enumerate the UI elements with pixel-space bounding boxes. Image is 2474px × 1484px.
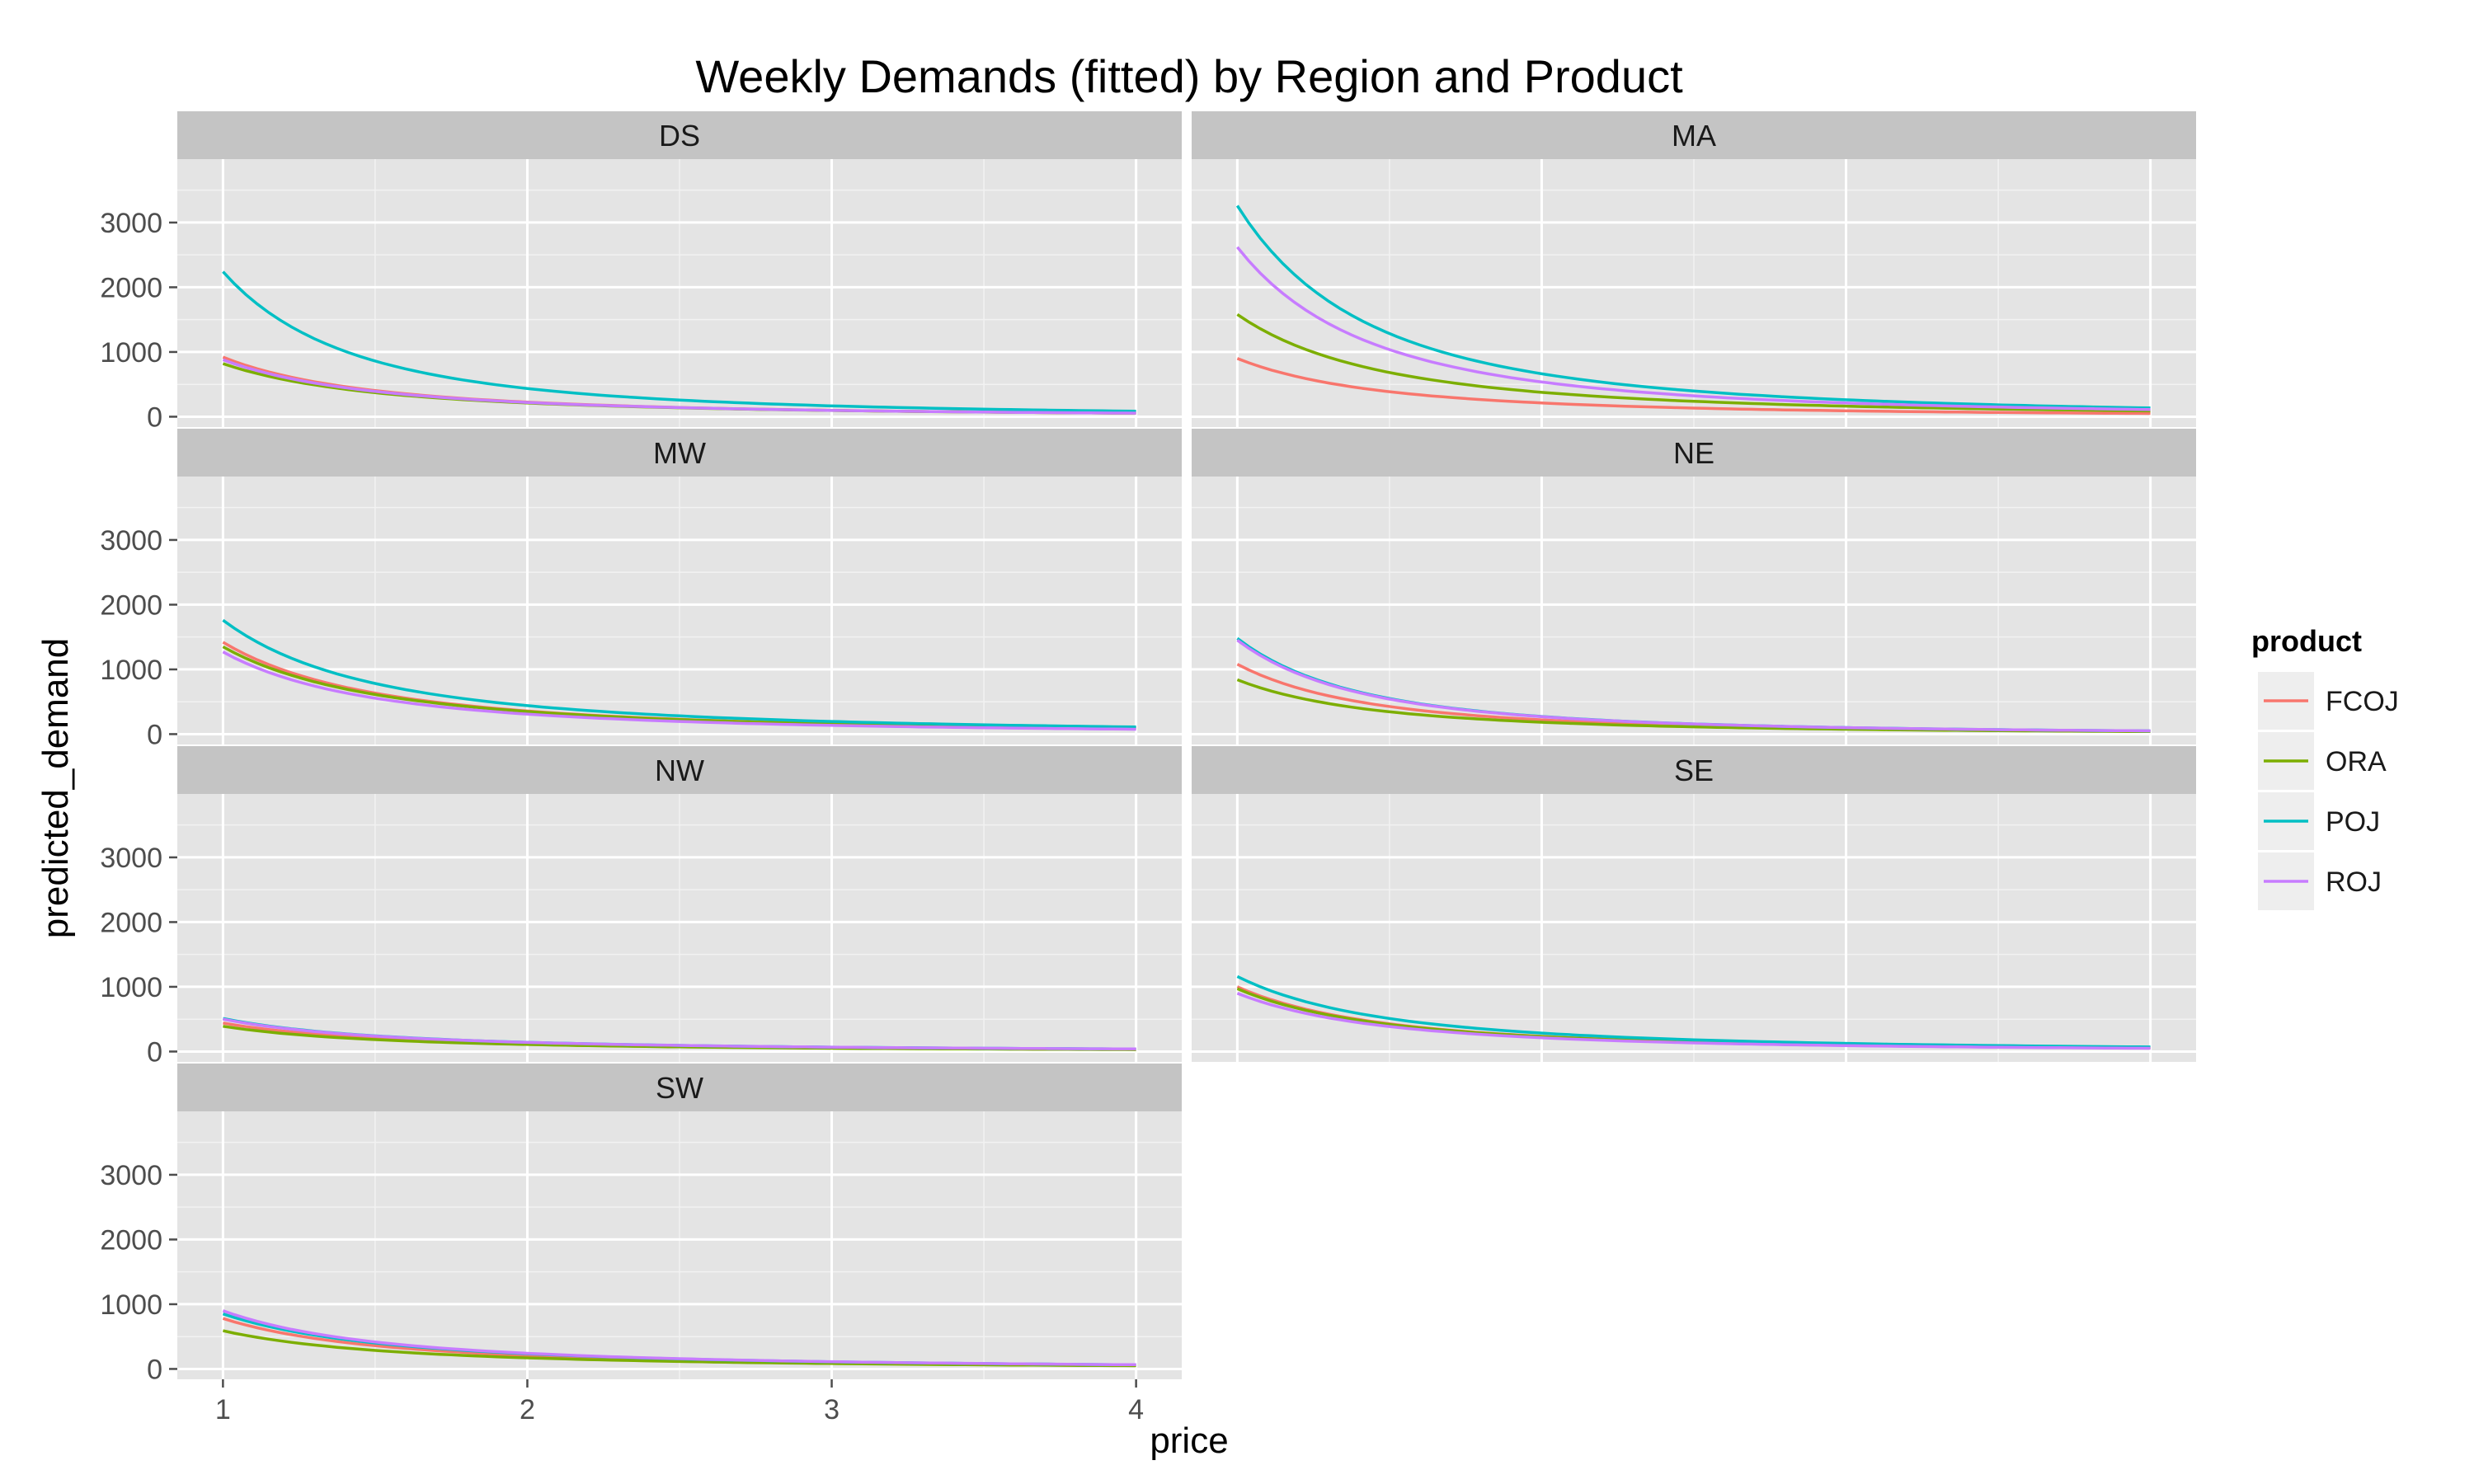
series-line-roj [222, 1309, 1136, 1367]
x-tick-label: 1 [215, 1394, 231, 1425]
series-line-roj [223, 1017, 1136, 1051]
y-tick-label: 3000 [100, 208, 162, 239]
facet-panel: NW 0 1000 2000 3000 [100, 746, 1182, 1068]
facet-strip-label: MA [1672, 119, 1716, 153]
series-line-roj [1236, 992, 2151, 1050]
series-line-poj [1236, 974, 2151, 1049]
y-tick-label: 0 [147, 1354, 162, 1385]
facet-strip [177, 1064, 1182, 1111]
x-tick-label: 4 [1128, 1394, 1144, 1425]
x-tick-label: 2 [520, 1394, 535, 1425]
legend-label: ROJ [2326, 866, 2382, 898]
y-tick-label: 2000 [100, 589, 162, 621]
y-axis-title: predicted_demand [35, 638, 76, 938]
y-tick-label: 3000 [100, 843, 162, 874]
facet-strip [177, 111, 1182, 159]
y-tick-label: 0 [147, 1036, 162, 1068]
y-tick-label: 1000 [100, 1289, 162, 1321]
series-line-ora [1236, 312, 2151, 413]
facet-strip-label: SW [656, 1071, 703, 1105]
series-line-roj [222, 650, 1136, 731]
legend-label: FCOJ [2326, 686, 2399, 717]
facet-strip-label: DS [659, 119, 700, 153]
facet-strip-label: NW [655, 754, 704, 787]
y-tick-label: 2000 [100, 907, 162, 938]
y-tick-label: 3000 [100, 525, 162, 556]
facet-panel: MW 0 1000 2000 3000 [100, 429, 1182, 750]
y-tick-label: 2000 [100, 1224, 162, 1256]
legend-label: POJ [2326, 806, 2380, 838]
facet-strip [1192, 746, 2196, 794]
legend: product FCOJ ORA POJ ROJ [2251, 624, 2399, 910]
series-line-poj [1235, 204, 2151, 410]
legend-entries: FCOJ ORA POJ ROJ [2258, 672, 2399, 910]
x-axis-title: price [1150, 1421, 1228, 1461]
facet-strip-label: MW [653, 436, 706, 470]
y-tick-label: 3000 [100, 1160, 162, 1191]
facet-panel: SE [1192, 746, 2196, 1062]
x-tick-label: 3 [824, 1394, 840, 1425]
y-tick-label: 1000 [100, 972, 162, 1003]
series-line-fcoj [1236, 357, 2151, 416]
chart-title: Weekly Demands (fitted) by Region and Pr… [695, 50, 1683, 102]
facet-strip [1192, 429, 2196, 477]
facet-panels: DS 0 1000 2000 3000 MA MW 0 1000 2000 3000 NE NW 0 100… [100, 111, 2196, 1425]
facet-strip [177, 746, 1182, 794]
facet-strip [177, 429, 1182, 477]
facet-strip-label: NE [1673, 436, 1714, 470]
series-line-roj [1236, 639, 2151, 733]
series-line-roj [1236, 246, 2151, 411]
series-line-roj [222, 358, 1136, 415]
y-tick-label: 1000 [100, 337, 162, 369]
y-tick-label: 2000 [100, 272, 162, 303]
facet-strip-label: SE [1674, 754, 1714, 787]
facet-panel: DS 0 1000 2000 3000 [100, 111, 1182, 433]
legend-label: ORA [2326, 746, 2387, 777]
y-tick-label: 0 [147, 719, 162, 750]
legend-title: product [2251, 624, 2362, 658]
facet-panel: NE [1192, 429, 2196, 744]
facet-panel: SW 0 1000 2000 3000 1 2 3 4 [100, 1064, 1182, 1425]
series-line-poj [222, 270, 1136, 413]
y-tick-label: 0 [147, 402, 162, 433]
series-line-poj [222, 618, 1136, 729]
y-tick-label: 1000 [100, 655, 162, 686]
facet-panel: MA [1192, 111, 2196, 427]
facet-strip [1192, 111, 2196, 159]
